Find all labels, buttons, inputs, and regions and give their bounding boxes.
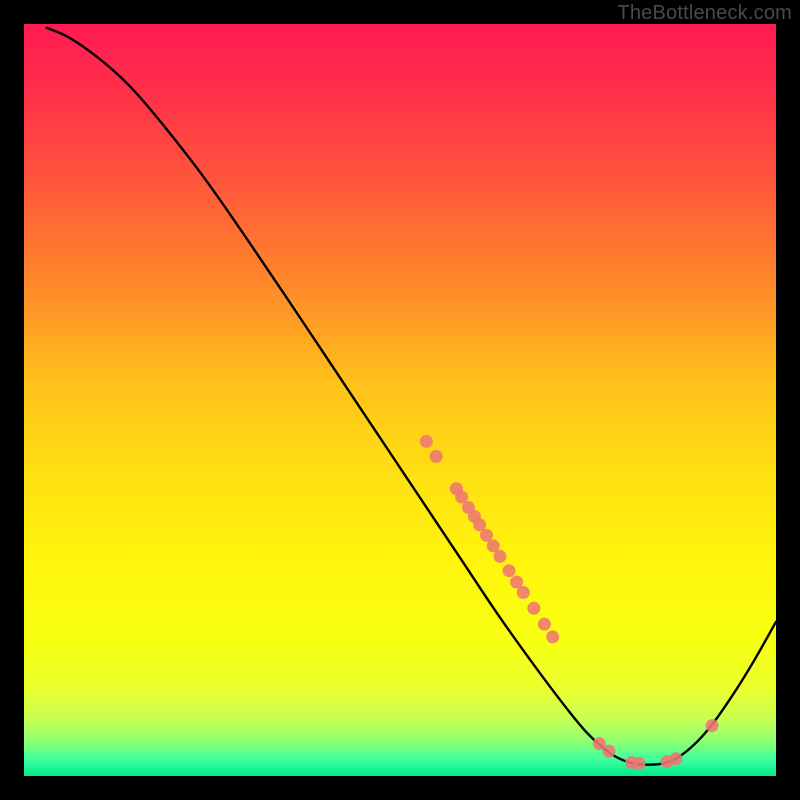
watermark-label: TheBottleneck.com	[617, 2, 792, 25]
data-marker	[420, 435, 433, 448]
data-marker	[633, 757, 646, 770]
outer-frame: TheBottleneck.com	[0, 0, 800, 800]
data-marker	[706, 719, 719, 732]
chart-svg	[24, 24, 776, 776]
data-marker	[538, 618, 551, 631]
data-marker	[669, 752, 682, 765]
data-marker	[603, 745, 616, 758]
data-marker	[503, 564, 516, 577]
data-marker	[430, 450, 443, 463]
data-marker	[517, 586, 530, 599]
chart-background	[24, 24, 776, 776]
data-marker	[527, 602, 540, 615]
plot-area	[24, 24, 776, 776]
data-marker	[494, 550, 507, 563]
data-marker	[546, 630, 559, 643]
